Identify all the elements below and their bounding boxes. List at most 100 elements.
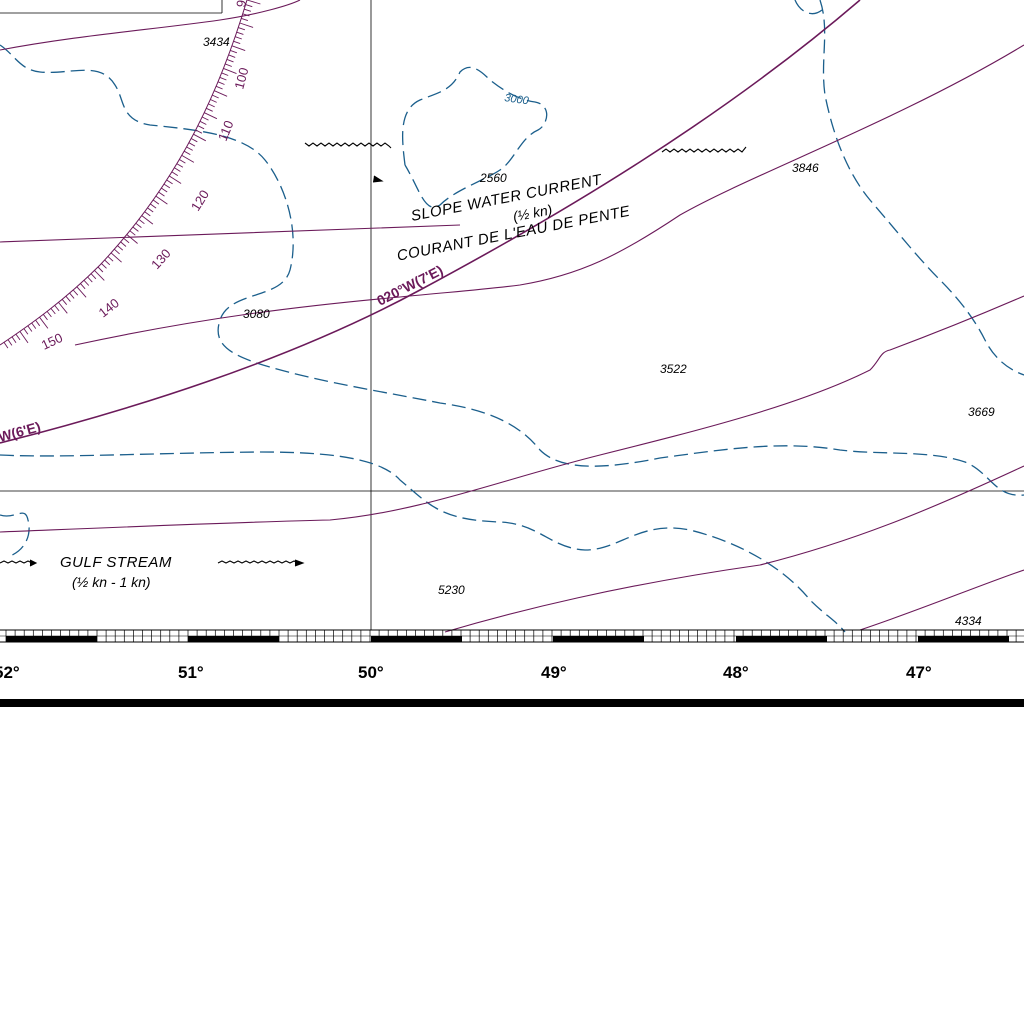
sounding: 3846 xyxy=(792,161,819,175)
scale-blocks xyxy=(6,636,1009,642)
sounding: 3669 xyxy=(968,405,995,419)
isogonic-label-020: 020°W(7'E) xyxy=(374,262,445,309)
longitude-label: 52° xyxy=(0,663,20,682)
rose-tick xyxy=(216,85,223,90)
scale-block xyxy=(918,636,1009,642)
rose-tick xyxy=(202,116,209,121)
rose-tick xyxy=(138,219,145,225)
rose-tick xyxy=(212,94,219,99)
rose-tick xyxy=(208,103,215,108)
rose-tick xyxy=(141,215,154,225)
longitude-label: 49° xyxy=(541,663,567,682)
rose-tick xyxy=(42,314,48,321)
scale-block xyxy=(736,636,827,642)
longitude-label: 51° xyxy=(178,663,204,682)
rose-tick xyxy=(158,191,165,197)
rose-tick xyxy=(126,234,138,244)
rose-label-120: 120 xyxy=(188,187,212,213)
depth-contour xyxy=(819,0,1024,376)
slope-current-arrow xyxy=(304,142,392,149)
rose-tick xyxy=(166,179,173,185)
rose-tick xyxy=(90,273,97,280)
gulf-stream-arrow-west xyxy=(0,560,33,564)
rose-tick xyxy=(241,17,249,22)
depth-contours xyxy=(0,0,1024,633)
rose-tick xyxy=(152,199,160,205)
boundary-line xyxy=(859,569,1024,631)
rose-tick xyxy=(219,76,227,81)
boundary-line xyxy=(0,0,301,51)
boundary-line xyxy=(74,44,1024,346)
longitude-label: 47° xyxy=(906,663,932,682)
isogonic-label-6e: W(6'E) xyxy=(0,418,42,445)
rose-tick xyxy=(169,175,182,184)
rose-tick xyxy=(186,146,193,151)
rose-tick xyxy=(163,183,171,189)
rose-tick xyxy=(11,336,17,343)
slope-current-arrowhead xyxy=(372,175,384,183)
sounding: 3080 xyxy=(243,307,270,321)
depth-contour-label: 3000 xyxy=(504,92,531,107)
rose-tick xyxy=(97,266,104,273)
rose-tick xyxy=(214,90,228,97)
compass-rose-ticks xyxy=(3,0,261,349)
rose-tick xyxy=(144,211,151,217)
rose-tick xyxy=(206,107,213,112)
rose-label-110: 110 xyxy=(215,118,237,143)
compass-rose: 90 100 110 120 130 140 150 xyxy=(0,0,261,353)
longitude-label: 50° xyxy=(358,663,384,682)
rose-tick xyxy=(174,167,181,172)
soundings: 3434 2560 3846 3080 3522 3669 5230 4334 xyxy=(203,35,995,628)
boundary-line xyxy=(0,295,1024,533)
gulf-stream-arrowhead-west xyxy=(29,559,38,567)
rose-tick xyxy=(80,283,86,290)
rose-tick xyxy=(190,138,198,143)
rose-tick xyxy=(58,302,68,314)
rose-tick xyxy=(65,295,71,302)
sounding: 2560 xyxy=(479,171,507,185)
rose-tick xyxy=(147,207,154,213)
rose-tick xyxy=(76,286,87,298)
rose-tick xyxy=(94,270,105,281)
rose-tick xyxy=(246,0,261,5)
rose-tick xyxy=(239,22,254,28)
gulf-stream-arrowhead-east xyxy=(294,559,305,567)
rose-tick xyxy=(171,171,179,176)
rose-tick xyxy=(50,308,56,315)
rose-tick xyxy=(225,63,232,67)
current-arrows xyxy=(0,142,747,567)
rose-tick xyxy=(197,125,205,130)
gulf-stream-arrow-east xyxy=(217,560,299,564)
rose-tick xyxy=(236,31,244,35)
longitude-labels: 52° 51° 50° 49° 48° 47° xyxy=(0,663,932,682)
rose-tick xyxy=(72,289,79,296)
rose-tick xyxy=(210,99,217,103)
depth-contour xyxy=(402,66,548,208)
rose-tick xyxy=(199,120,207,125)
scale-ticks xyxy=(5,630,1017,642)
isogonic-line xyxy=(0,0,861,444)
rose-tick xyxy=(35,319,41,327)
compass-rose-arc xyxy=(0,0,248,346)
rose-label-100: 100 xyxy=(231,66,251,91)
sounding: 5230 xyxy=(438,583,465,597)
rose-tick xyxy=(176,163,184,168)
sounding: 3522 xyxy=(660,362,687,376)
scale-block xyxy=(188,636,279,642)
depth-contour xyxy=(0,44,1024,496)
rose-tick xyxy=(231,45,246,52)
rose-tick xyxy=(230,49,238,54)
rose-label-90: 90 xyxy=(233,0,250,9)
rose-tick xyxy=(228,54,236,58)
rose-tick xyxy=(204,112,218,120)
rose-tick xyxy=(226,58,234,63)
rose-tick xyxy=(107,256,114,262)
gulf-stream-speed: (½ kn - 1 kn) xyxy=(72,574,151,590)
rose-tick xyxy=(238,27,246,31)
rose-tick xyxy=(46,311,52,318)
rose-label-150: 150 xyxy=(39,330,65,353)
rose-tick xyxy=(242,13,250,17)
rose-tick xyxy=(101,263,107,269)
slope-current-speed: (½ kn) xyxy=(512,201,554,224)
